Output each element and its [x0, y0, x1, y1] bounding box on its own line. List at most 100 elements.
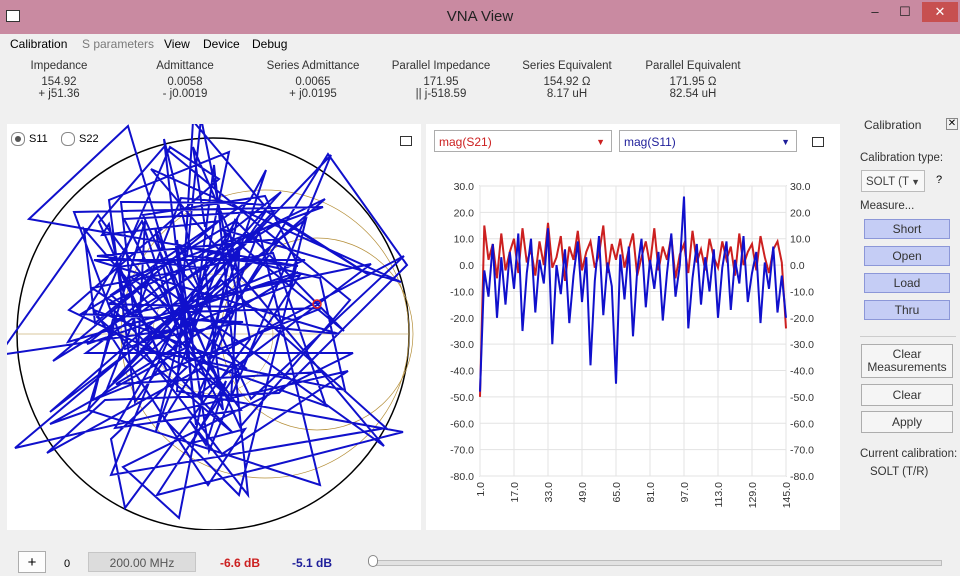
- calibration-type-label: Calibration type:: [860, 152, 944, 164]
- y-tick-label-right: -60.0: [790, 418, 814, 430]
- marker-bar: + 0 200.00 MHz -6.6 dB -5.1 dB: [0, 542, 960, 576]
- stat-value-secondary: 82.54 uH: [669, 88, 717, 100]
- title-bar: VNA View – ☐ ✕: [0, 0, 960, 34]
- stat-value: 154.92: [41, 76, 77, 88]
- stat-value: 171.95: [423, 76, 459, 88]
- current-calibration-value: SOLT (T/R): [870, 466, 929, 478]
- menu-s-parameters[interactable]: S parameters: [82, 37, 155, 51]
- smith-chart-panel[interactable]: S11 S22: [7, 124, 421, 530]
- clear-measurements-button[interactable]: Clear Measurements: [861, 344, 953, 378]
- help-icon[interactable]: ?: [936, 174, 943, 186]
- x-tick-label: 17.0: [509, 482, 521, 503]
- stat-label: Series Admittance: [266, 60, 360, 72]
- smith-maximize-icon[interactable]: [400, 136, 412, 146]
- load-button[interactable]: Load: [864, 273, 950, 293]
- marker-index: 0: [64, 558, 71, 570]
- clear-measurements-line1: Clear: [892, 347, 922, 361]
- x-tick-label: 65.0: [611, 482, 623, 503]
- y-tick-label-right: -50.0: [790, 392, 814, 404]
- stat-label: Parallel Impedance: [391, 60, 491, 72]
- y-tick-label-right: -70.0: [790, 445, 814, 457]
- stat-value-secondary: + j51.36: [38, 88, 80, 100]
- x-tick-label: 145.0: [781, 482, 793, 508]
- add-marker-button[interactable]: +: [18, 551, 46, 573]
- chart-maximize-icon[interactable]: [812, 137, 824, 147]
- smith-trace-line: [7, 124, 409, 520]
- x-tick-label: 129.0: [747, 482, 759, 508]
- stat-series-equivalent: Series Equivalent 154.92 Ω 8.17 uH: [502, 60, 632, 100]
- y-tick-label-right: 30.0: [790, 181, 811, 193]
- y-tick-label-left: -80.0: [450, 471, 474, 483]
- series-line-s11: [479, 196, 787, 392]
- y-tick-label-left: -40.0: [450, 366, 474, 378]
- stat-value-secondary: - j0.0019: [162, 88, 208, 100]
- stat-value: 154.92 Ω: [543, 76, 591, 88]
- y-tick-label-right: 20.0: [790, 207, 811, 219]
- calibration-type-select[interactable]: SOLT (T ▼: [861, 170, 925, 192]
- calibration-header: Calibration: [864, 118, 922, 132]
- x-tick-label: 49.0: [577, 482, 589, 503]
- smith-trace: [7, 124, 409, 520]
- clear-button[interactable]: Clear: [861, 384, 953, 406]
- menu-bar: Calibration S parameters View Device Deb…: [4, 34, 956, 54]
- stat-parallel-impedance: Parallel Impedance 171.95 || j-518.59: [376, 60, 506, 100]
- close-button[interactable]: ✕: [922, 2, 958, 22]
- y-tick-label-left: 30.0: [454, 181, 475, 193]
- y-tick-label-left: -10.0: [450, 286, 474, 298]
- menu-debug[interactable]: Debug: [252, 37, 288, 51]
- apply-button[interactable]: Apply: [861, 411, 953, 433]
- y-tick-label-right: -10.0: [790, 286, 814, 298]
- menu-calibration[interactable]: Calibration: [10, 37, 68, 51]
- smith-chart: [7, 124, 414, 530]
- magnitude-chart-panel: mag(S21) ▼ mag(S11) ▼ 30.0 20.0 10.0 0.0 -10…: [426, 124, 840, 530]
- stat-parallel-equivalent: Parallel Equivalent 171.95 Ω 82.54 uH: [628, 60, 758, 100]
- x-tick-label: 97.0: [679, 482, 691, 503]
- radio-s11-label: S11: [29, 133, 48, 145]
- y-tick-label-right: 0.0: [790, 260, 805, 272]
- y-tick-label-right: 10.0: [790, 234, 811, 246]
- frequency-slider[interactable]: [372, 560, 942, 566]
- y-tick-label-left: 20.0: [454, 207, 475, 219]
- marker-s11-value: -5.1 dB: [292, 556, 333, 570]
- stat-value-secondary: 8.17 uH: [546, 88, 588, 100]
- stat-value: 171.95 Ω: [669, 76, 717, 88]
- trace2-select[interactable]: mag(S11) ▼: [619, 130, 797, 152]
- x-tick-label: 1.0: [475, 482, 487, 497]
- x-tick-label: 81.0: [645, 482, 657, 503]
- y-tick-label-left: -50.0: [450, 392, 474, 404]
- divider: [860, 336, 956, 337]
- y-tick-label-left: 10.0: [454, 234, 475, 246]
- y-tick-label-right: -80.0: [790, 471, 814, 483]
- magnitude-plot[interactable]: 30.0 20.0 10.0 0.0 -10.0 -20.0 -30.0 -40.0 -50.0…: [426, 160, 840, 530]
- thru-button[interactable]: Thru: [864, 300, 950, 320]
- measure-label: Measure...: [860, 200, 915, 212]
- radio-s22-label: S22: [79, 133, 99, 145]
- stat-value: 0.0065: [295, 76, 331, 88]
- minimize-button[interactable]: –: [871, 4, 879, 19]
- close-icon[interactable]: ✕: [946, 118, 958, 130]
- trace1-select[interactable]: mag(S21) ▼: [434, 130, 612, 152]
- chevron-down-icon: ▼: [596, 137, 605, 147]
- y-tick-label-right: -30.0: [790, 339, 814, 351]
- short-button[interactable]: Short: [864, 219, 950, 239]
- menu-device[interactable]: Device: [203, 37, 240, 51]
- open-button[interactable]: Open: [864, 246, 950, 266]
- radio-s22[interactable]: [61, 132, 75, 146]
- marker-frequency[interactable]: 200.00 MHz: [88, 552, 196, 572]
- slider-handle[interactable]: [368, 555, 378, 567]
- trace2-select-value: mag(S11): [624, 135, 676, 149]
- smith-marker: [312, 299, 322, 309]
- app-icon: [6, 10, 20, 22]
- maximize-button[interactable]: ☐: [899, 4, 911, 19]
- window-title: VNA View: [446, 8, 514, 25]
- clear-measurements-line2: Measurements: [867, 360, 947, 374]
- radio-s11[interactable]: [11, 132, 25, 146]
- stat-label: Admittance: [156, 60, 214, 72]
- stat-series-admittance: Series Admittance 0.0065 + j0.0195: [248, 60, 378, 100]
- x-ticks: 1.0 17.0 33.0 49.0 65.0 81.0 97.0 113.0 129.0 145…: [475, 482, 793, 508]
- measurement-panel: Impedance 154.92 + j51.36 Admittance 0.0…: [4, 54, 956, 120]
- trace1-select-value: mag(S21): [439, 135, 492, 149]
- menu-view[interactable]: View: [164, 37, 190, 51]
- y-tick-label-right: -20.0: [790, 313, 814, 325]
- stat-label: Parallel Equivalent: [645, 60, 741, 72]
